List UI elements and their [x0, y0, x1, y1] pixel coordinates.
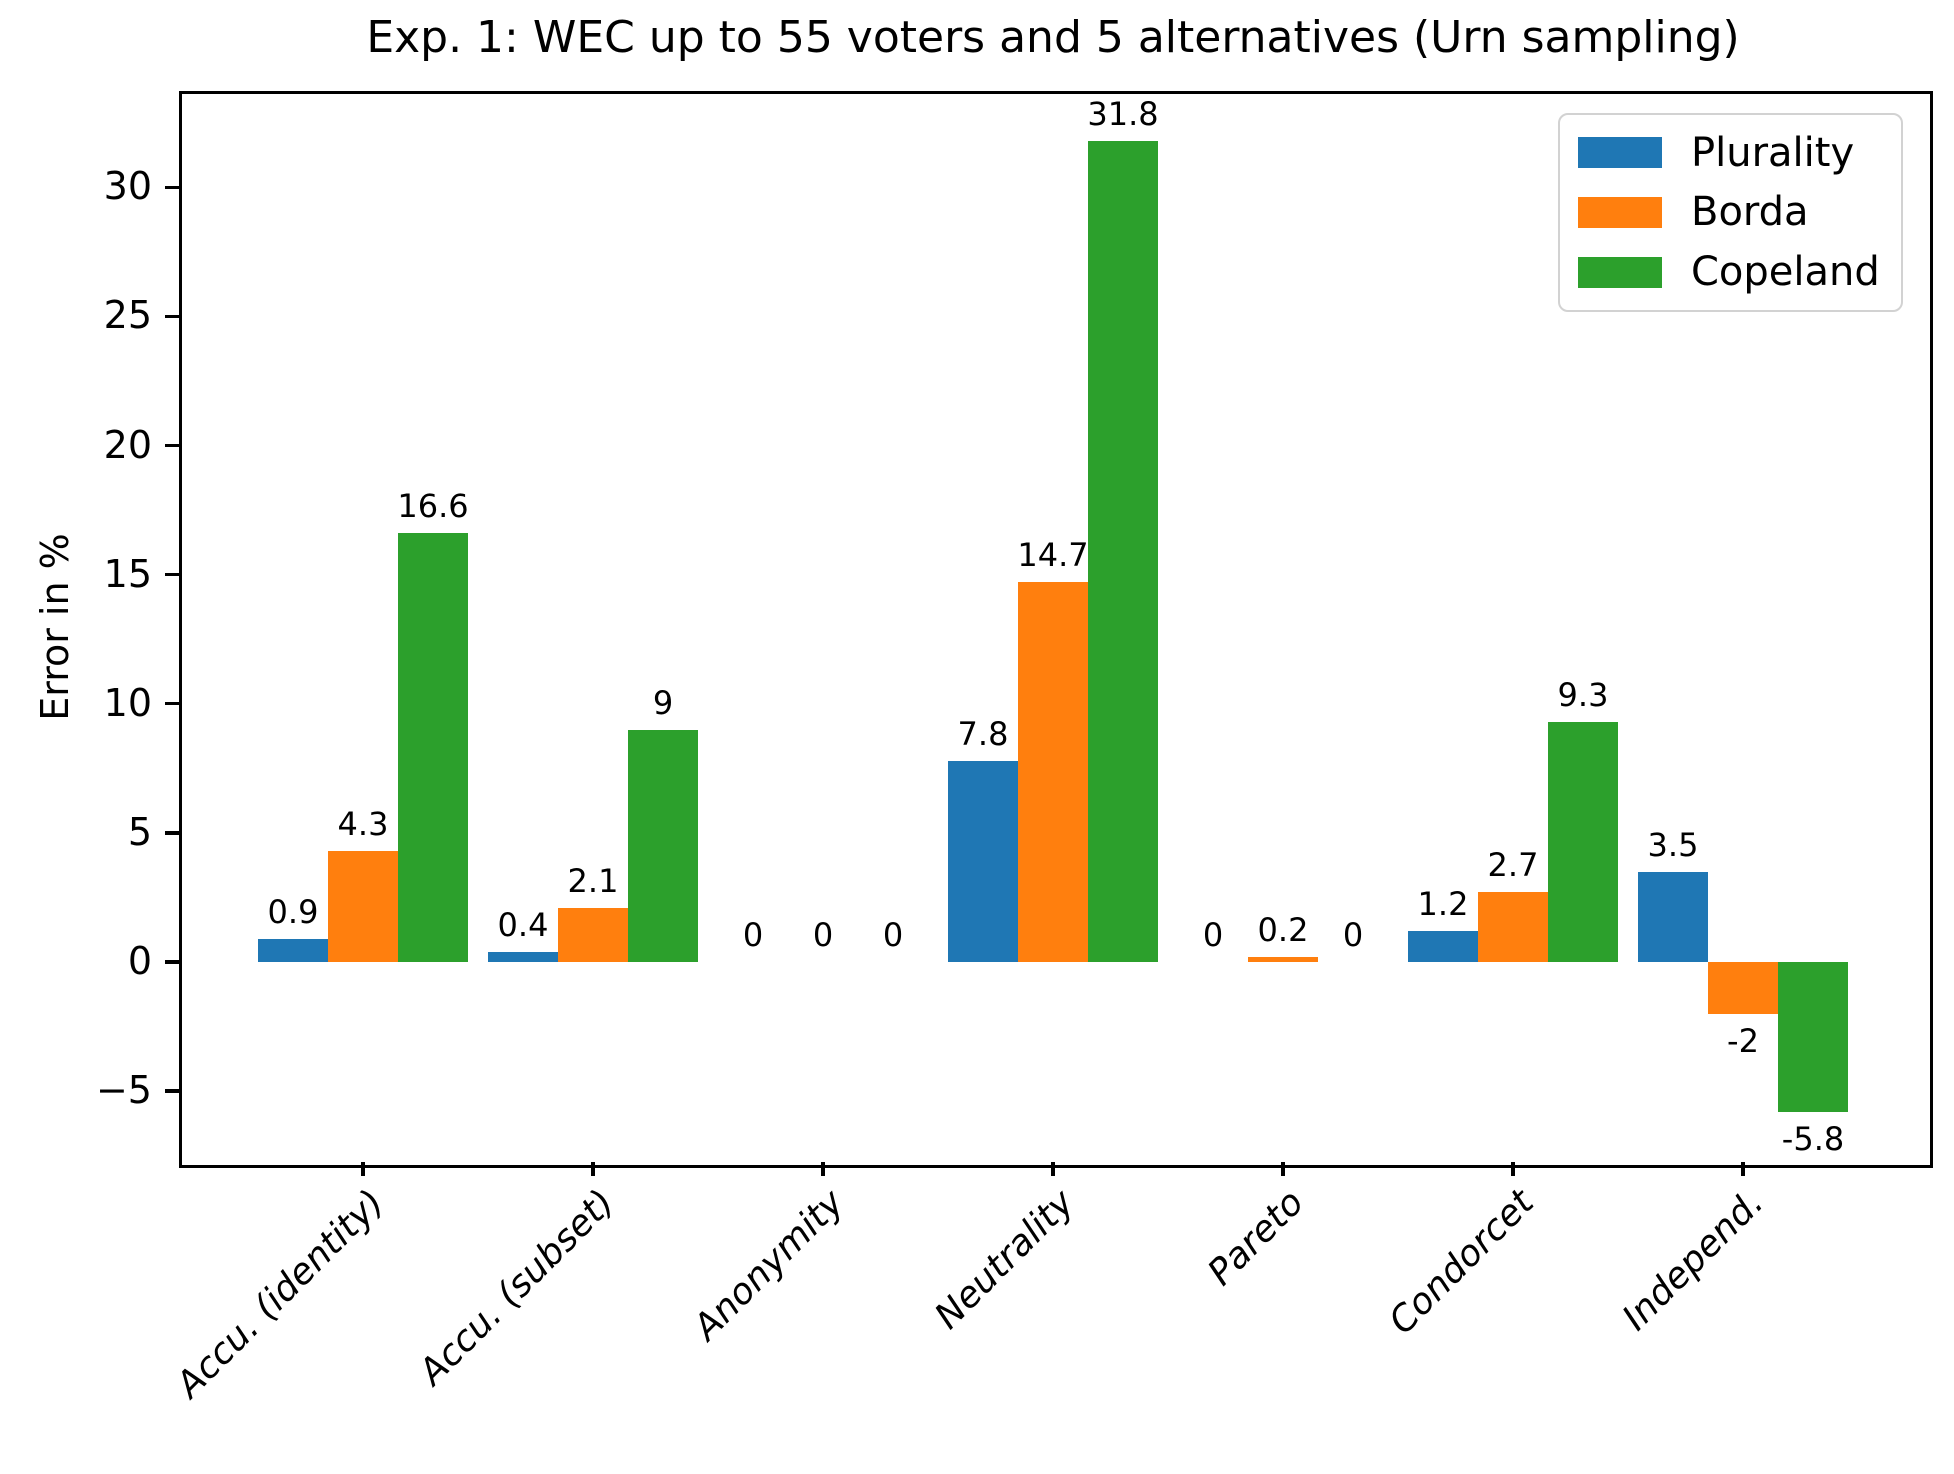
value-label-borda-accu-subset: 2.1: [567, 861, 619, 900]
bar-borda-accu-identity: [328, 850, 398, 962]
y-tick-mark: [165, 701, 179, 706]
value-label-copeland-neutrality: 31.8: [1087, 94, 1159, 133]
y-tick-mark: [165, 831, 179, 835]
bar-borda-accu-subset: [558, 907, 628, 962]
bar-borda-independ: [1708, 961, 1778, 1014]
y-tick-label: −5: [95, 1068, 152, 1113]
legend-item-copeland: Copeland: [1578, 252, 1883, 292]
x-tick-mark: [821, 1162, 825, 1176]
x-tick-mark: [1741, 1162, 1745, 1176]
value-label-plurality-condorcet: 1.2: [1417, 884, 1469, 923]
value-label-plurality-pareto: 0: [1202, 915, 1224, 954]
value-label-borda-condorcet: 2.7: [1487, 846, 1539, 885]
y-tick-label: 30: [103, 164, 152, 209]
value-label-copeland-anonymity: 0: [882, 915, 904, 954]
value-label-borda-pareto: 0.2: [1257, 910, 1309, 949]
x-tick-mark: [591, 1162, 595, 1176]
x-tick-mark: [1051, 1162, 1055, 1176]
legend-swatch-borda: [1578, 196, 1662, 228]
x-tick-label-neutrality: Neutrality: [926, 1182, 1082, 1338]
x-tick-label-anonymity: Anonymity: [685, 1182, 852, 1349]
bar-plurality-neutrality: [948, 760, 1018, 962]
bar-plurality-accu-identity: [258, 938, 328, 962]
bar-copeland-accu-identity: [398, 533, 468, 962]
bar-borda-condorcet: [1478, 892, 1548, 962]
legend-item-borda: Borda: [1578, 192, 1883, 232]
y-tick-label: 25: [103, 293, 152, 338]
legend-label-plurality: Plurality: [1691, 129, 1855, 176]
y-tick-mark: [165, 1089, 179, 1093]
x-tick-label-accu-identity: Accu. (identity): [168, 1182, 392, 1406]
y-tick-mark: [165, 443, 179, 448]
y-tick-label: 5: [127, 809, 152, 854]
value-label-copeland-accu-subset: 9: [652, 683, 674, 722]
value-label-plurality-anonymity: 0: [742, 915, 764, 954]
bar-borda-pareto: [1248, 956, 1318, 962]
x-tick-label-independ: Independ.: [1615, 1182, 1772, 1339]
legend-label-borda: Borda: [1691, 189, 1809, 236]
value-label-plurality-accu-identity: 0.9: [267, 892, 319, 931]
value-label-borda-independ: -2: [1727, 1021, 1759, 1060]
bar-copeland-neutrality: [1088, 140, 1158, 962]
bar-plurality-independ: [1638, 871, 1708, 962]
y-tick-label: 15: [103, 551, 152, 596]
value-label-borda-neutrality: 14.7: [1017, 536, 1089, 575]
x-tick-label-accu-subset: Accu. (subset): [410, 1182, 622, 1394]
y-tick-mark: [165, 185, 179, 190]
x-tick-mark: [1281, 1162, 1285, 1176]
bar-plurality-condorcet: [1408, 930, 1478, 962]
bar-borda-neutrality: [1018, 582, 1088, 962]
value-label-borda-anonymity: 0: [812, 915, 834, 954]
value-label-plurality-independ: 3.5: [1647, 825, 1699, 864]
chart-title: Exp. 1: WEC up to 55 voters and 5 altern…: [366, 12, 1740, 63]
y-tick-mark: [165, 572, 179, 577]
value-label-borda-accu-identity: 4.3: [337, 804, 389, 843]
bar-copeland-accu-subset: [628, 729, 698, 962]
y-tick-mark: [165, 960, 179, 964]
bar-copeland-independ: [1778, 961, 1848, 1112]
value-label-plurality-accu-subset: 0.4: [497, 905, 549, 944]
x-tick-label-condorcet: Condorcet: [1381, 1182, 1542, 1343]
value-label-copeland-accu-identity: 16.6: [397, 487, 469, 526]
legend-item-plurality: Plurality: [1578, 133, 1883, 173]
y-tick-label: 20: [103, 422, 152, 467]
value-label-copeland-independ: -5.8: [1781, 1119, 1845, 1158]
bar-plurality-accu-subset: [488, 951, 558, 962]
value-label-copeland-pareto: 0: [1342, 915, 1364, 954]
bar-copeland-condorcet: [1548, 721, 1618, 962]
value-label-plurality-neutrality: 7.8: [957, 714, 1009, 753]
legend-swatch-copeland: [1578, 256, 1662, 288]
y-tick-mark: [165, 314, 179, 319]
x-tick-mark: [361, 1162, 365, 1176]
x-tick-label-pareto: Pareto: [1200, 1182, 1312, 1294]
legend-swatch-plurality: [1578, 137, 1662, 169]
y-tick-label: 0: [127, 939, 152, 984]
legend-label-copeland: Copeland: [1691, 249, 1880, 296]
value-label-copeland-condorcet: 9.3: [1557, 675, 1609, 714]
x-tick-mark: [1511, 1162, 1515, 1176]
legend: Plurality Borda Copeland: [1558, 113, 1903, 312]
y-tick-label: 10: [103, 680, 152, 725]
